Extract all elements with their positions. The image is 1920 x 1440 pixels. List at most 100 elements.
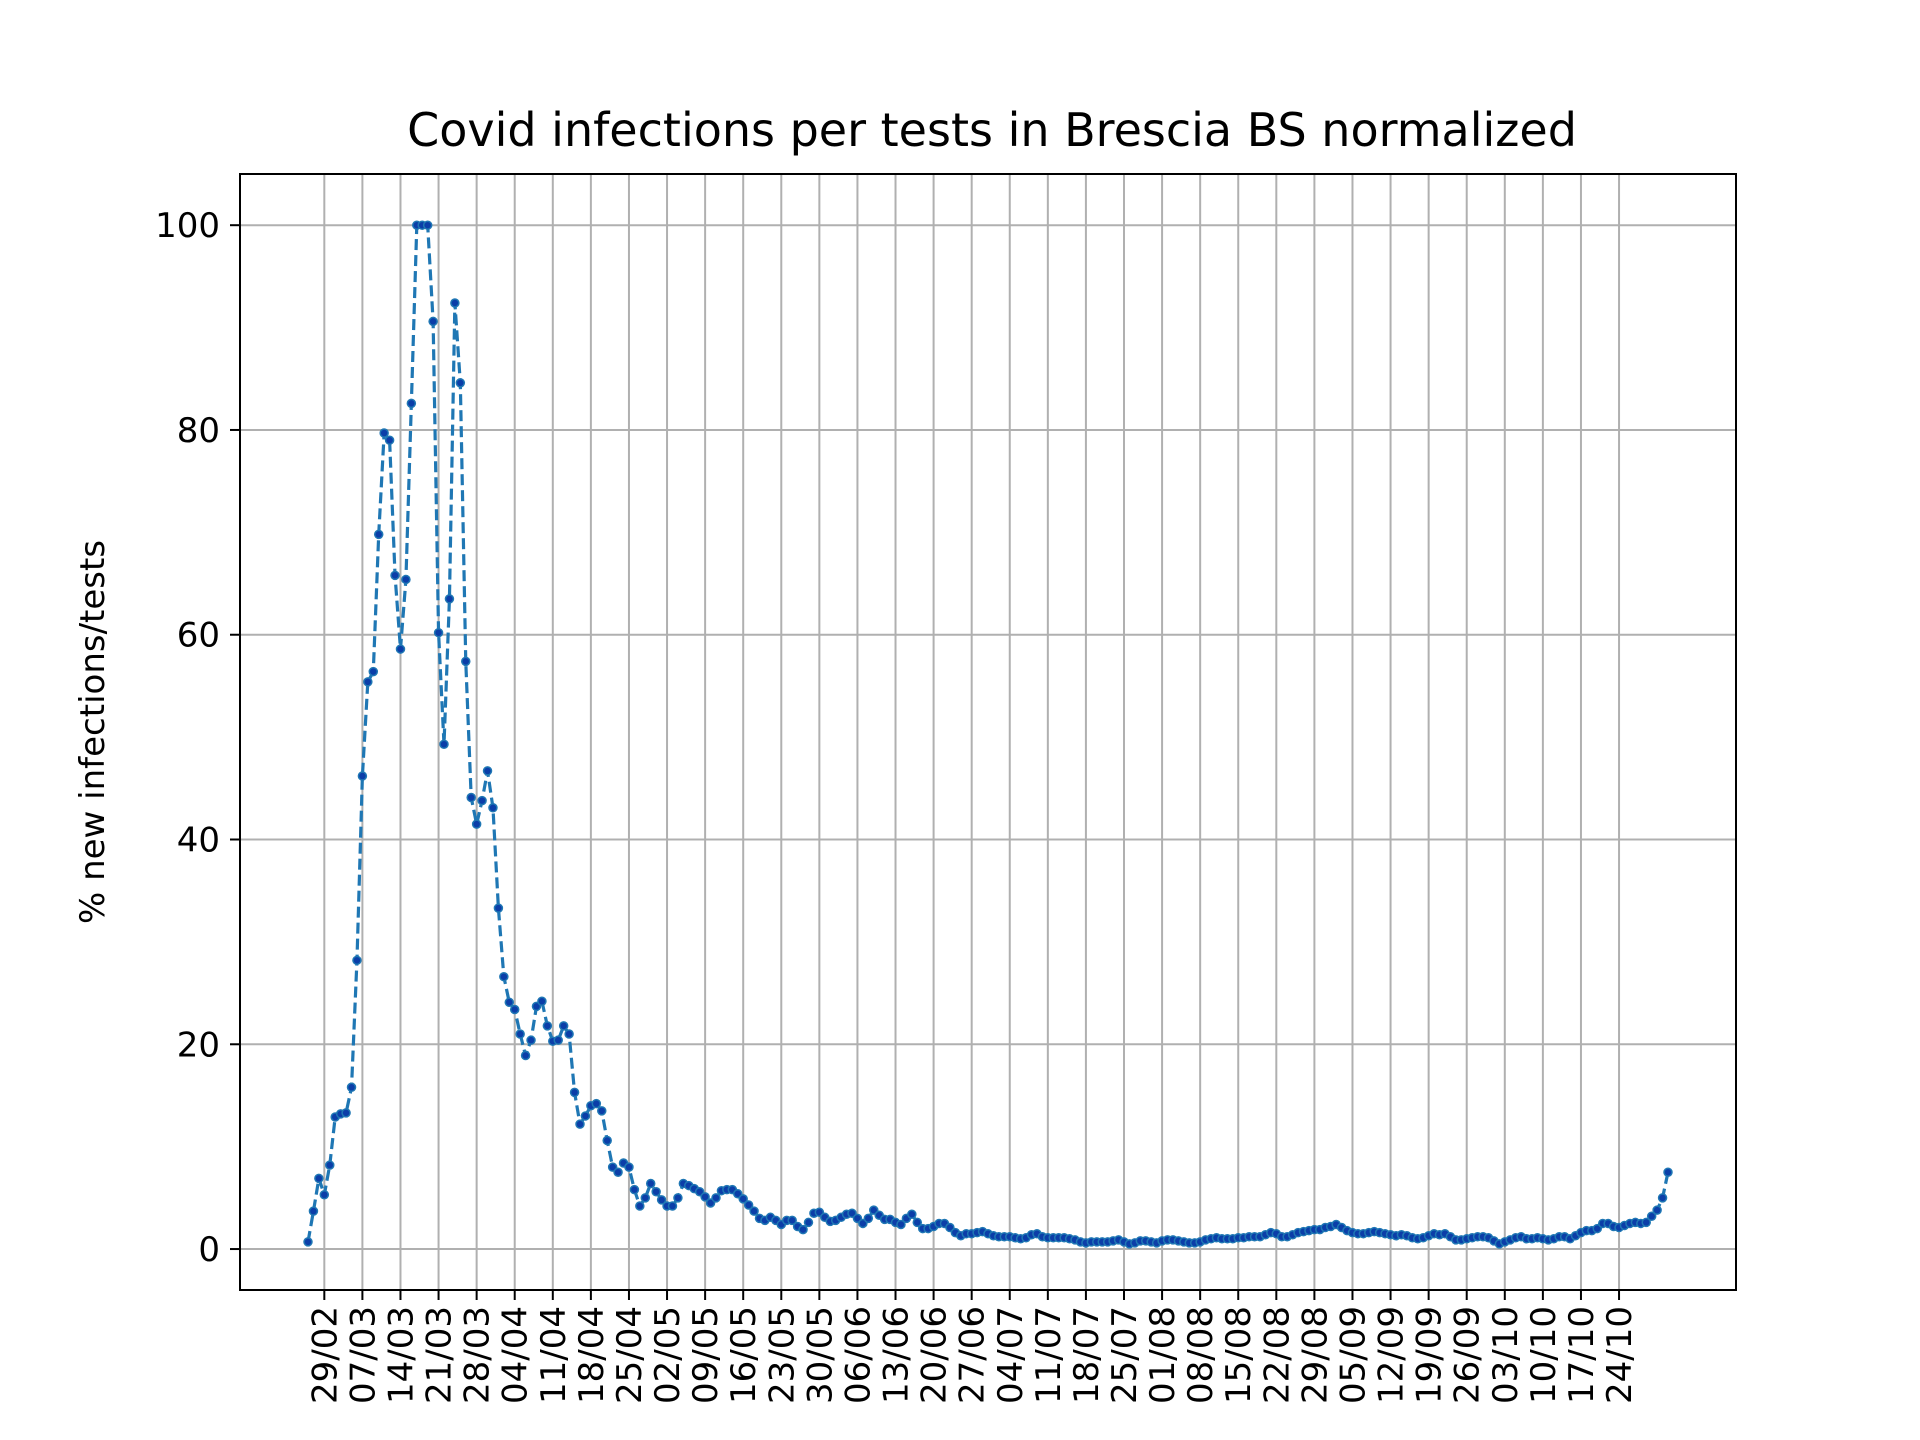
data-point [477,795,487,806]
x-tick-label: 03/10 [1486,1306,1526,1404]
data-point [569,1087,580,1098]
x-tick-label: 22/08 [1257,1306,1297,1404]
y-tick-label: 0 [198,1230,220,1270]
x-tick-label: 05/09 [1333,1306,1373,1404]
data-point [896,1219,906,1230]
data-point [863,1213,874,1224]
data-point [303,1237,313,1247]
data-point [379,428,389,438]
data-point [798,1224,808,1235]
data-point [319,1190,330,1200]
x-tick-label: 24/10 [1600,1306,1640,1404]
y-axis-label: % new infections/tests [73,540,113,924]
plot-frame [239,173,1737,1291]
data-point [406,398,417,409]
data-point [700,1192,710,1202]
data-point [439,739,449,750]
data-point [314,1173,324,1184]
data-point [635,1201,645,1211]
x-tick-label: 02/05 [648,1306,688,1404]
data-point [602,1135,612,1146]
x-tick-label: 19/09 [1410,1306,1450,1404]
x-tick-label: 21/03 [420,1306,460,1404]
data-point [444,594,455,604]
x-tick-label: 06/06 [838,1306,878,1404]
y-tick-label: 80 [177,411,220,451]
data-point [493,903,504,913]
data-point [787,1215,797,1226]
data-point [390,570,400,581]
data-point [509,1004,520,1015]
data-point [422,220,433,230]
x-tick-label: 29/08 [1295,1306,1335,1404]
data-point [907,1209,917,1219]
x-tick-label: 18/04 [572,1306,612,1404]
data-point [395,644,406,654]
x-tick-label: 15/08 [1219,1306,1259,1404]
data-point [450,298,460,308]
x-tick-label: 12/09 [1372,1306,1412,1404]
y-tick-label: 20 [177,1025,220,1065]
x-tick-label: 11/07 [1029,1306,1069,1404]
data-point [363,677,373,687]
grid [240,174,1736,1290]
x-tick-label: 25/07 [1105,1306,1145,1404]
x-tick-label: 17/10 [1562,1306,1602,1404]
y-tick-label: 100 [155,206,220,246]
data-point [308,1206,319,1216]
data-point [461,656,471,667]
data-point [499,971,509,982]
data-point [504,997,515,1008]
data-point [597,1106,607,1116]
data-point [433,627,444,638]
data-point [428,316,438,327]
data-markers [303,220,1673,1249]
data-point [515,1029,525,1039]
y-axis-ticks: 0 20 40 60 80 100 [155,206,240,1270]
data-point [575,1119,585,1129]
x-tick-label: 16/05 [724,1306,764,1404]
data-point [645,1178,656,1189]
x-tick-label: 20/06 [915,1306,955,1404]
data-point [488,803,498,813]
x-tick-label: 27/06 [953,1306,993,1404]
data-point [656,1195,667,1205]
x-tick-label: 30/05 [800,1306,840,1404]
x-tick-label: 11/04 [534,1306,574,1404]
x-tick-label: 13/06 [877,1306,917,1404]
x-tick-label: 29/02 [305,1306,345,1404]
data-point [624,1162,634,1172]
data-point [613,1167,623,1178]
data-point [401,574,411,585]
data-point [368,666,379,677]
data-point [1652,1205,1662,1215]
x-tick-label: 18/07 [1067,1306,1107,1404]
data-point [580,1111,591,1121]
x-tick-label: 07/03 [343,1306,383,1404]
data-point [341,1108,351,1118]
data-point [640,1193,651,1203]
y-tick-label: 40 [177,821,220,861]
data-point [352,955,362,966]
data-point [466,792,476,803]
data-point [629,1184,640,1195]
data-point [1641,1217,1651,1228]
x-tick-label: 09/05 [686,1306,726,1404]
data-point [373,529,384,540]
x-tick-label: 08/08 [1181,1306,1221,1404]
y-tick-label: 60 [177,616,220,656]
data-point [1646,1211,1657,1222]
x-tick-label: 04/04 [496,1306,536,1404]
series-polyline [306,223,1670,1246]
data-point [651,1186,661,1197]
x-tick-label: 14/03 [381,1306,421,1404]
x-axis-ticks: 29/0207/0314/0321/0328/0304/0411/0418/04… [305,1290,1640,1404]
data-point [1657,1193,1668,1203]
data-point [749,1206,759,1216]
data-point [738,1194,748,1204]
data-point [591,1098,602,1109]
data-point [520,1050,531,1061]
data-point [471,819,482,829]
data-point [537,996,547,1007]
data-point [667,1201,678,1211]
